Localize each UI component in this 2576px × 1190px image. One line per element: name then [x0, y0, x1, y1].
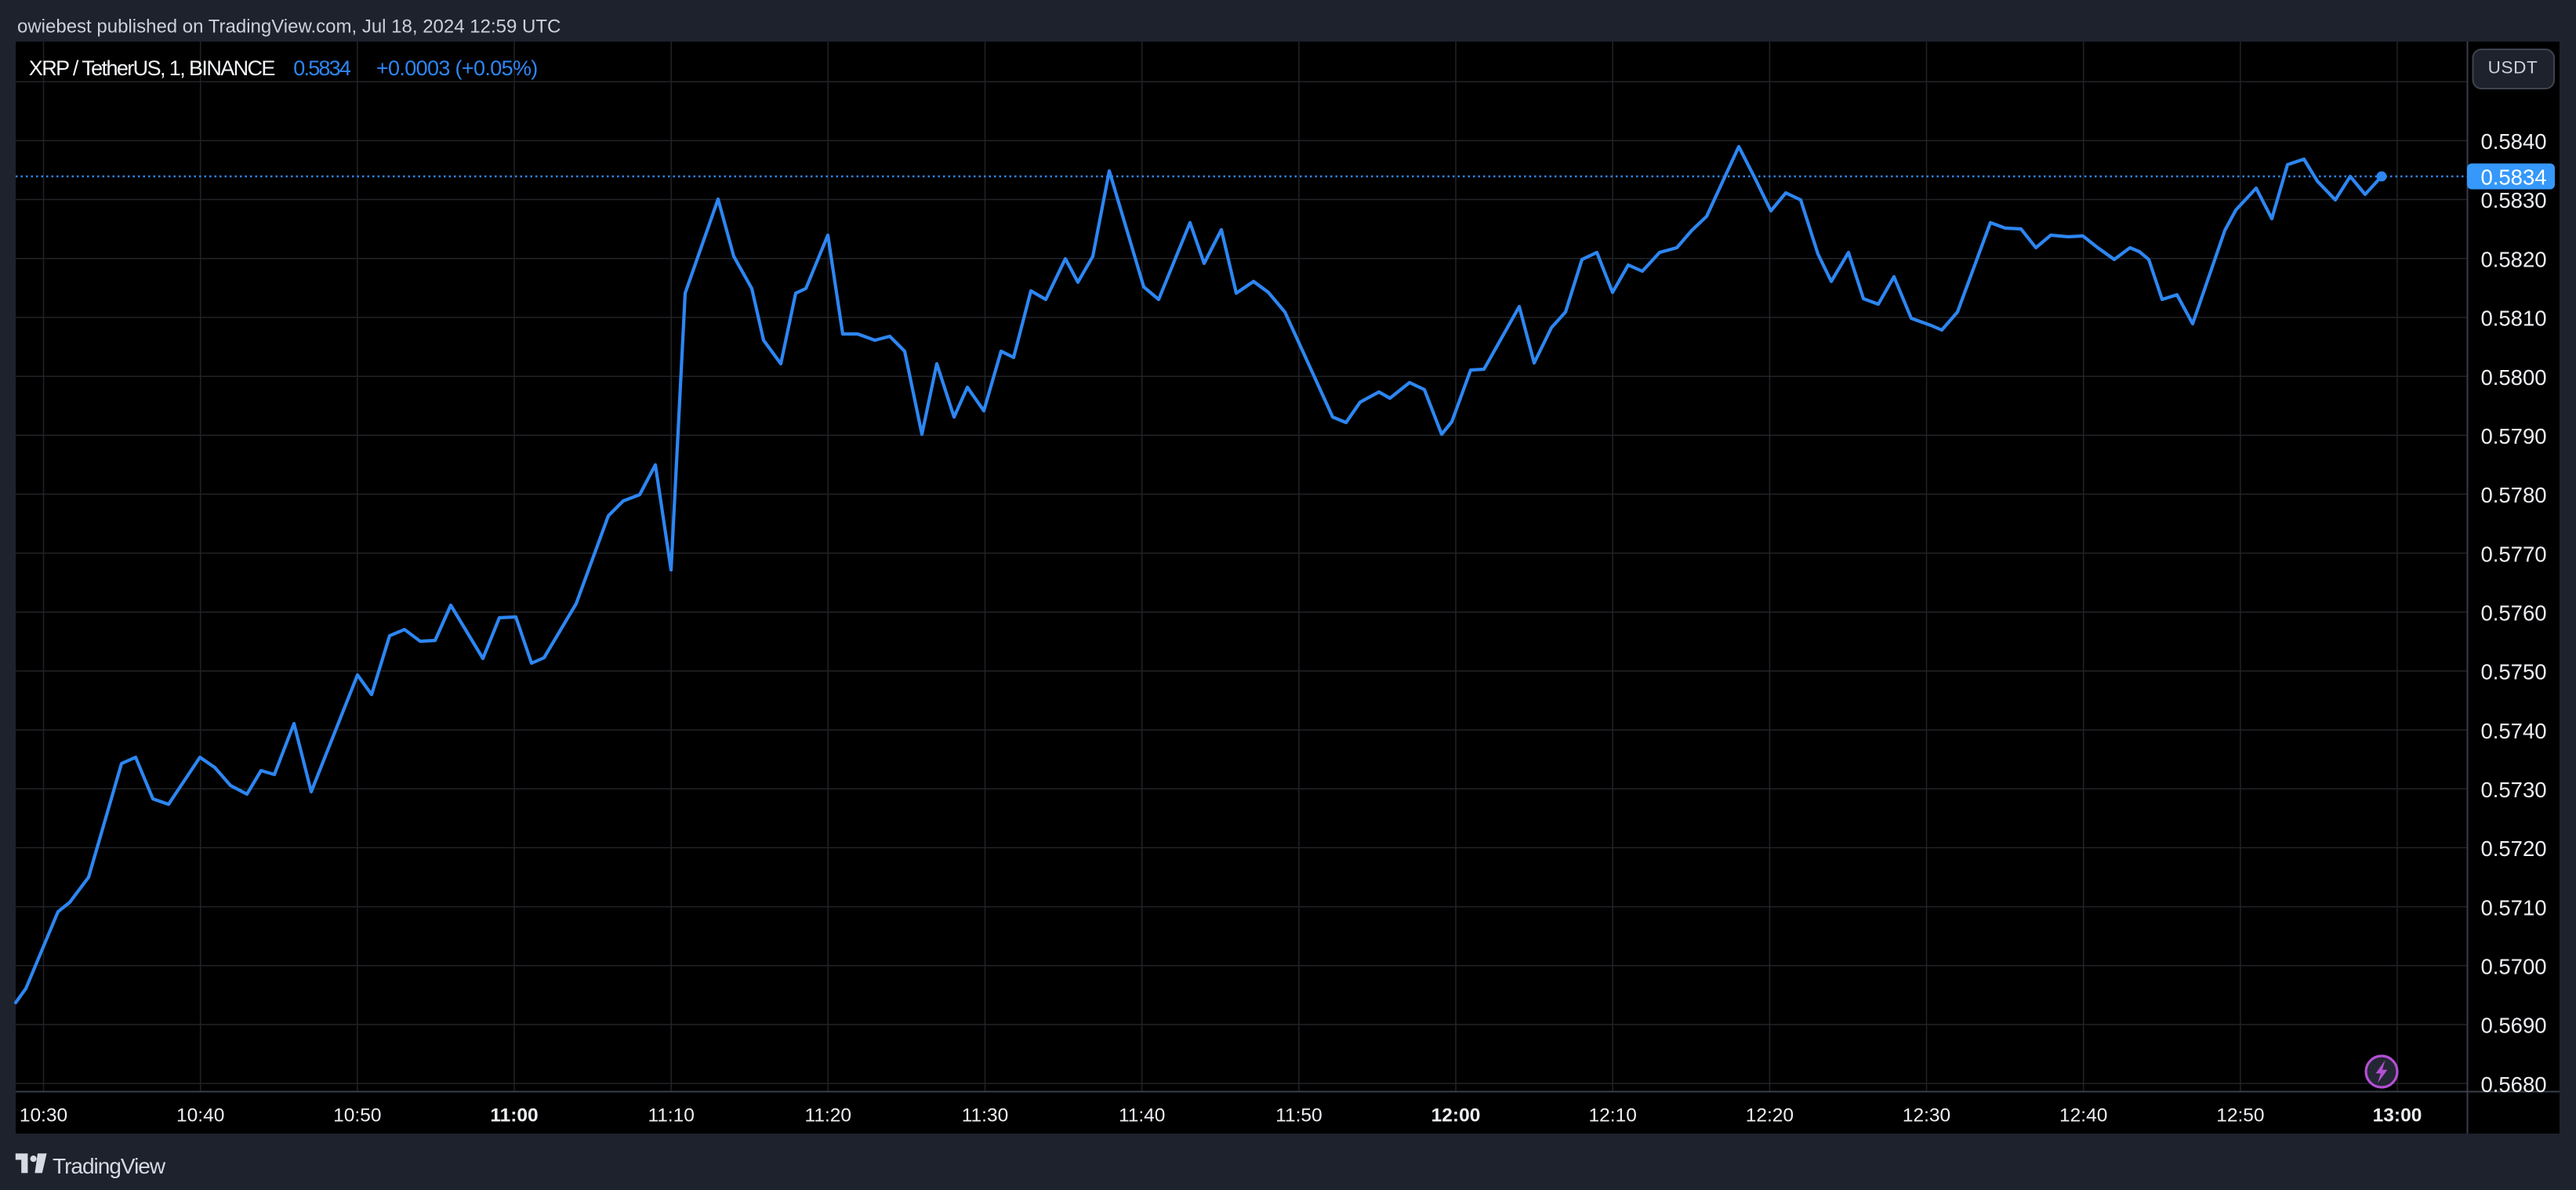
svg-text:0.5710: 0.5710 [2480, 895, 2546, 920]
svg-text:11:50: 11:50 [1275, 1105, 1322, 1126]
svg-text:11:40: 11:40 [1119, 1105, 1166, 1126]
svg-text:11:00: 11:00 [490, 1105, 538, 1126]
svg-text:12:50: 12:50 [2216, 1105, 2264, 1126]
svg-text:12:20: 12:20 [1746, 1105, 1794, 1126]
svg-text:+0.0003 (+0.05%): +0.0003 (+0.05%) [376, 56, 538, 80]
svg-text:0.5760: 0.5760 [2480, 600, 2546, 625]
svg-text:0.5740: 0.5740 [2480, 719, 2546, 743]
svg-text:USDT: USDT [2488, 58, 2538, 78]
svg-text:0.5834: 0.5834 [293, 56, 351, 80]
svg-text:TradingView: TradingView [53, 1154, 166, 1178]
svg-text:0.5820: 0.5820 [2480, 247, 2546, 271]
svg-text:0.5750: 0.5750 [2480, 660, 2546, 684]
svg-text:12:10: 12:10 [1589, 1105, 1637, 1126]
svg-text:13:00: 13:00 [2373, 1105, 2422, 1126]
svg-text:0.5690: 0.5690 [2480, 1014, 2546, 1038]
svg-text:0.5730: 0.5730 [2480, 778, 2546, 802]
svg-text:0.5720: 0.5720 [2480, 836, 2546, 861]
svg-text:0.5800: 0.5800 [2480, 365, 2546, 390]
svg-text:XRP / TetherUS, 1, BINANCE: XRP / TetherUS, 1, BINANCE [29, 56, 275, 80]
svg-text:11:20: 11:20 [805, 1105, 852, 1126]
svg-text:0.5680: 0.5680 [2480, 1072, 2546, 1097]
svg-text:0.5700: 0.5700 [2480, 955, 2546, 979]
svg-text:owiebest published on TradingV: owiebest published on TradingView.com, J… [17, 16, 561, 38]
svg-text:0.5810: 0.5810 [2480, 307, 2546, 331]
svg-text:10:30: 10:30 [20, 1105, 67, 1126]
svg-text:10:40: 10:40 [176, 1105, 224, 1126]
svg-text:0.5834: 0.5834 [2480, 165, 2546, 190]
svg-text:0.5790: 0.5790 [2480, 424, 2546, 448]
svg-text:12:30: 12:30 [1903, 1105, 1950, 1126]
svg-text:0.5780: 0.5780 [2480, 483, 2546, 507]
svg-text:0.5830: 0.5830 [2480, 188, 2546, 212]
svg-text:10:50: 10:50 [333, 1105, 381, 1126]
svg-text:0.5770: 0.5770 [2480, 542, 2546, 566]
svg-text:11:30: 11:30 [962, 1105, 1009, 1126]
svg-text:11:10: 11:10 [648, 1105, 695, 1126]
svg-text:0.5840: 0.5840 [2480, 129, 2546, 154]
svg-text:12:00: 12:00 [1431, 1105, 1481, 1126]
svg-text:12:40: 12:40 [2059, 1105, 2107, 1126]
